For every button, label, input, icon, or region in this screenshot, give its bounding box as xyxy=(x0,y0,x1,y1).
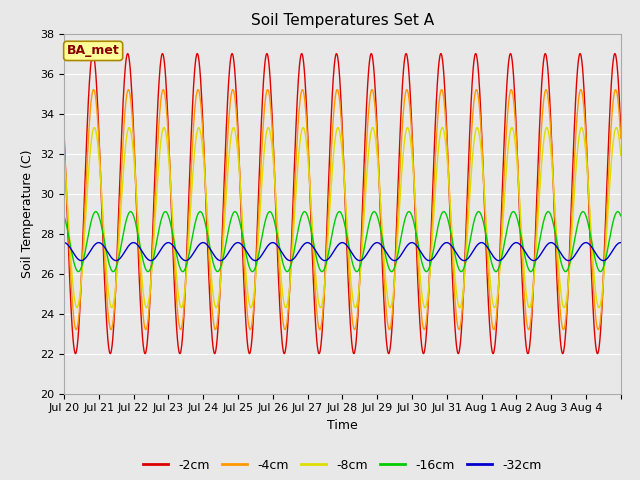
-32cm xyxy=(617,240,625,245)
-2cm xyxy=(617,129,625,134)
-8cm xyxy=(160,125,168,131)
Y-axis label: Soil Temperature (C): Soil Temperature (C) xyxy=(22,149,35,278)
-2cm xyxy=(312,330,320,336)
-4cm xyxy=(70,321,78,326)
Line: -16cm: -16cm xyxy=(64,212,621,272)
-8cm xyxy=(70,296,78,301)
Line: -8cm: -8cm xyxy=(64,128,621,308)
X-axis label: Time: Time xyxy=(327,419,358,432)
-32cm xyxy=(345,245,353,251)
-2cm xyxy=(72,351,79,357)
-4cm xyxy=(161,89,168,95)
Legend: -2cm, -4cm, -8cm, -16cm, -32cm: -2cm, -4cm, -8cm, -16cm, -32cm xyxy=(138,454,547,477)
-4cm xyxy=(617,136,625,142)
-8cm xyxy=(582,148,589,154)
-8cm xyxy=(161,125,168,131)
-4cm xyxy=(346,280,353,286)
-2cm xyxy=(60,129,68,134)
-16cm xyxy=(312,255,320,261)
-32cm xyxy=(443,240,451,245)
-32cm xyxy=(70,252,78,257)
-32cm xyxy=(312,248,319,254)
-2cm xyxy=(582,112,589,118)
-16cm xyxy=(445,219,452,225)
-16cm xyxy=(231,209,239,215)
-4cm xyxy=(60,136,68,142)
-4cm xyxy=(312,305,320,311)
-32cm xyxy=(60,240,68,245)
-32cm xyxy=(445,240,452,246)
-16cm xyxy=(70,262,78,267)
-16cm xyxy=(248,269,256,275)
-4cm xyxy=(582,130,589,135)
Title: Soil Temperatures Set A: Soil Temperatures Set A xyxy=(251,13,434,28)
-32cm xyxy=(160,243,168,249)
-32cm xyxy=(582,240,589,245)
Line: -32cm: -32cm xyxy=(64,242,621,261)
Line: -2cm: -2cm xyxy=(64,54,621,354)
-4cm xyxy=(445,167,452,173)
Line: -4cm: -4cm xyxy=(64,90,621,330)
-8cm xyxy=(143,305,150,311)
-4cm xyxy=(90,87,97,93)
-4cm xyxy=(107,327,115,333)
-8cm xyxy=(445,174,452,180)
-2cm xyxy=(346,300,353,306)
-2cm xyxy=(160,56,168,61)
-16cm xyxy=(582,212,589,218)
-2cm xyxy=(444,161,452,167)
-8cm xyxy=(312,281,320,287)
Text: BA_met: BA_met xyxy=(67,44,120,58)
-16cm xyxy=(160,210,168,216)
-2cm xyxy=(70,348,78,354)
-2cm xyxy=(611,51,619,57)
-32cm xyxy=(426,258,433,264)
-8cm xyxy=(617,153,625,158)
-8cm xyxy=(60,153,68,158)
-16cm xyxy=(617,213,625,219)
-8cm xyxy=(346,260,353,265)
-16cm xyxy=(60,213,68,219)
-16cm xyxy=(346,247,353,252)
